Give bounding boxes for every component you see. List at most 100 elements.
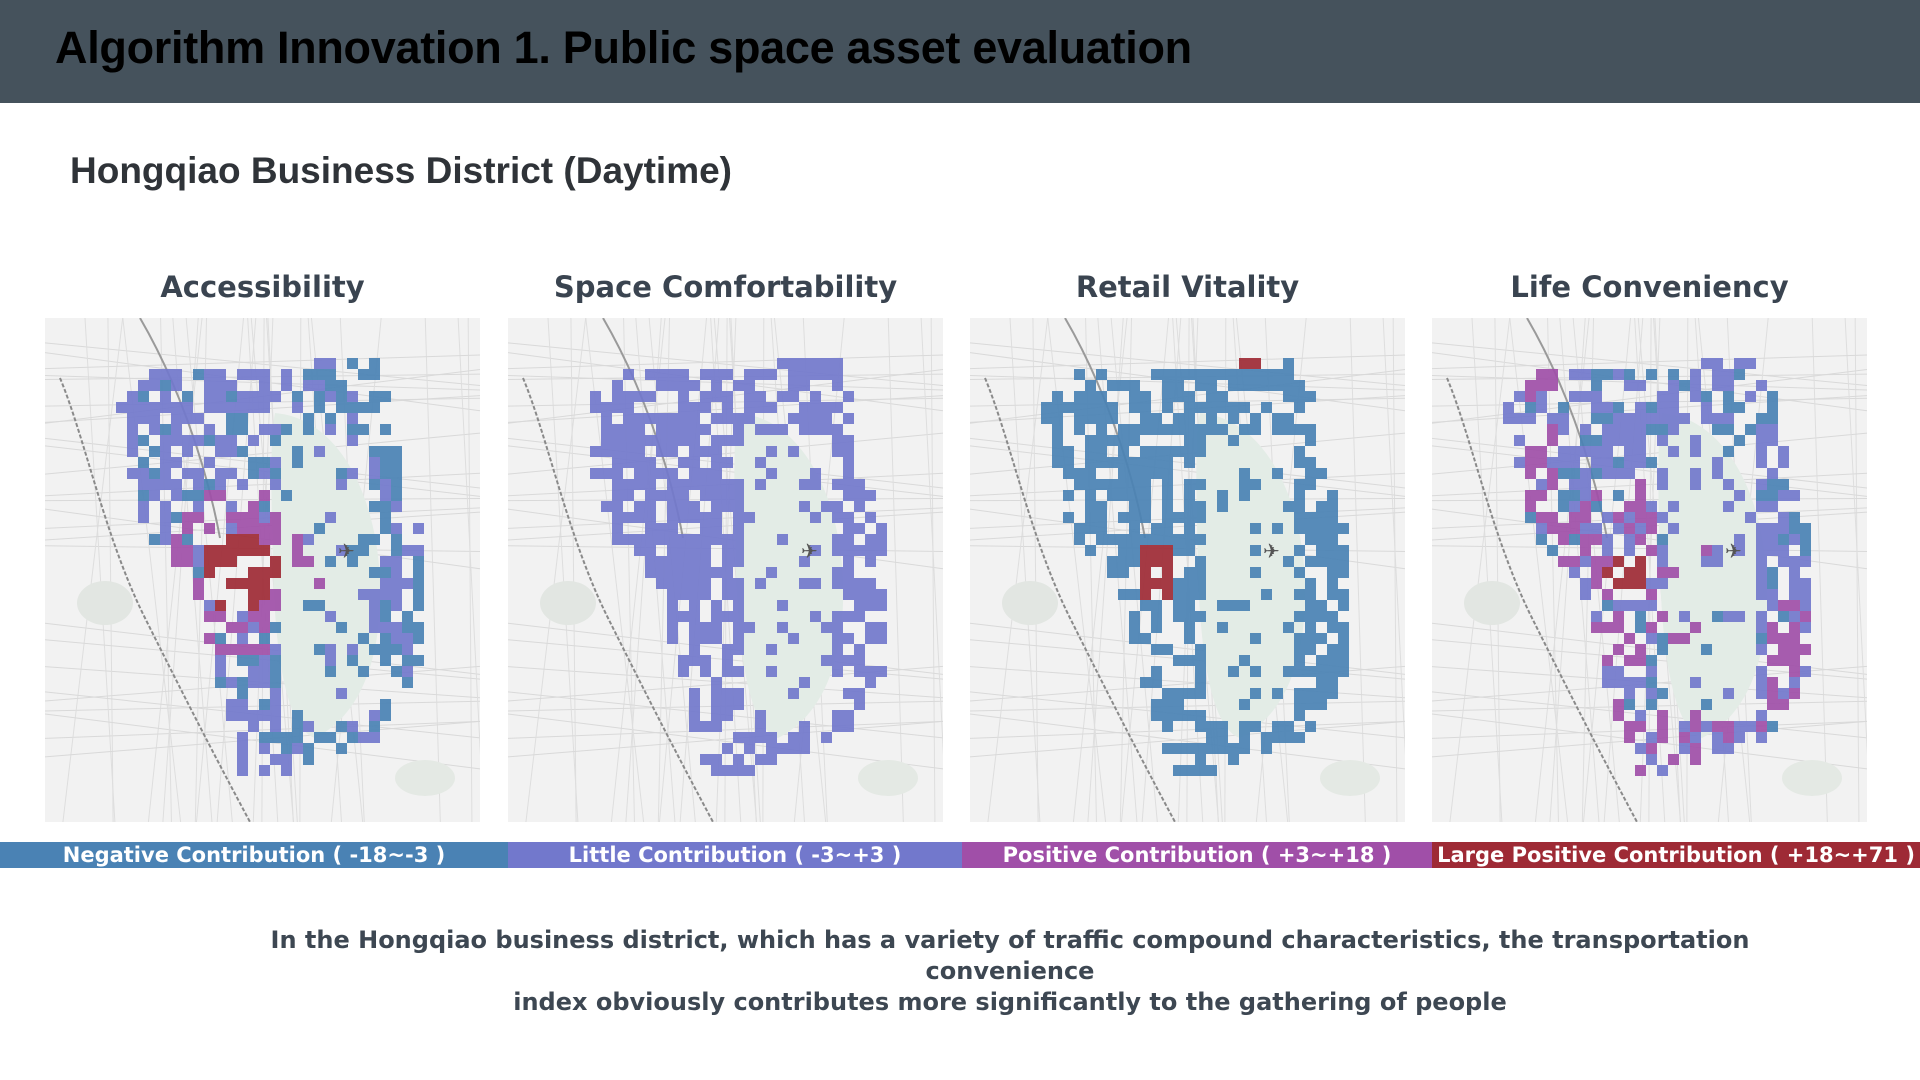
grid-cell <box>1184 435 1195 446</box>
grid-cell <box>336 743 347 754</box>
grid-cell <box>810 391 821 402</box>
grid-cell <box>1778 534 1789 545</box>
grid-cell <box>171 413 182 424</box>
grid-cell <box>270 655 281 666</box>
grid-cell <box>336 391 347 402</box>
grid-cell <box>1107 435 1118 446</box>
grid-cell <box>1085 413 1096 424</box>
grid-cell <box>160 424 171 435</box>
grid-cell <box>1657 765 1668 776</box>
grid-cell <box>777 358 788 369</box>
grid-cell <box>733 633 744 644</box>
grid-cell <box>369 534 380 545</box>
grid-cell <box>1151 369 1162 380</box>
grid-cell <box>1569 446 1580 457</box>
grid-cell <box>1789 600 1800 611</box>
grid-cell <box>700 479 711 490</box>
heat-grid <box>1041 358 1349 776</box>
grid-cell <box>854 699 865 710</box>
grid-cell <box>215 644 226 655</box>
grid-cell <box>160 446 171 457</box>
grid-cell <box>1151 710 1162 721</box>
grid-cell <box>1173 391 1184 402</box>
grid-cell <box>237 391 248 402</box>
grid-cell <box>1173 512 1184 523</box>
grid-cell <box>777 622 788 633</box>
grid-cell <box>1173 545 1184 556</box>
grid-cell <box>843 578 854 589</box>
grid-cell <box>248 589 259 600</box>
grid-cell <box>1657 534 1668 545</box>
grid-cell <box>1690 369 1701 380</box>
grid-cell <box>1690 479 1701 490</box>
grid-cell <box>1635 655 1646 666</box>
grid-cell <box>1250 380 1261 391</box>
grid-cell <box>1162 380 1173 391</box>
panel-title-retail-vitality: Retail Vitality <box>1075 270 1300 304</box>
grid-cell <box>270 622 281 633</box>
grid-cell <box>1162 446 1173 457</box>
grid-cell <box>689 545 700 556</box>
grid-cell <box>1305 556 1316 567</box>
grid-cell <box>413 622 424 633</box>
grid-cell <box>733 732 744 743</box>
grid-cell <box>413 655 424 666</box>
grid-cell <box>1745 358 1756 369</box>
grid-cell <box>1327 512 1338 523</box>
grid-cell <box>810 512 821 523</box>
grid-cell <box>1085 479 1096 490</box>
grid-cell <box>1294 567 1305 578</box>
grid-cell <box>1118 468 1129 479</box>
grid-cell <box>325 666 336 677</box>
grid-cell <box>138 435 149 446</box>
grid-cell <box>1074 413 1085 424</box>
grid-cell <box>1613 490 1624 501</box>
grid-cell <box>391 622 402 633</box>
grid-cell <box>689 688 700 699</box>
grid-cell <box>1151 644 1162 655</box>
grid-cell <box>799 501 810 512</box>
grid-cell <box>689 479 700 490</box>
grid-cell <box>248 600 259 611</box>
grid-cell <box>1195 446 1206 457</box>
grid-cell <box>1272 468 1283 479</box>
grid-cell <box>325 358 336 369</box>
grid-cell <box>237 545 248 556</box>
grid-cell <box>1767 578 1778 589</box>
airplane-icon: ✈ <box>338 539 355 563</box>
grid-cell <box>689 699 700 710</box>
map-svg: ✈ <box>1432 318 1867 822</box>
grid-cell <box>270 457 281 468</box>
grid-cell <box>1536 446 1547 457</box>
grid-cell <box>369 567 380 578</box>
grid-cell <box>248 644 259 655</box>
grid-cell <box>832 435 843 446</box>
grid-cell <box>1778 699 1789 710</box>
grid-cell <box>292 732 303 743</box>
grid-cell <box>722 457 733 468</box>
grid-cell <box>1646 402 1657 413</box>
grid-cell <box>1767 567 1778 578</box>
grid-cell <box>380 600 391 611</box>
grid-cell <box>1327 677 1338 688</box>
grid-cell <box>127 435 138 446</box>
page-title: Algorithm Innovation 1. Public space ass… <box>55 22 1192 73</box>
grid-cell <box>1316 633 1327 644</box>
grid-cell <box>678 545 689 556</box>
grid-cell <box>1679 413 1690 424</box>
grid-cell <box>854 479 865 490</box>
grid-cell <box>369 600 380 611</box>
grid-cell <box>1272 424 1283 435</box>
grid-cell <box>1162 468 1173 479</box>
grid-cell <box>1646 424 1657 435</box>
grid-cell <box>1173 589 1184 600</box>
grid-cell <box>590 391 601 402</box>
grid-cell <box>689 512 700 523</box>
grid-cell <box>160 523 171 534</box>
grid-cell <box>1327 534 1338 545</box>
grid-cell <box>1140 468 1151 479</box>
grid-cell <box>777 743 788 754</box>
grid-cell <box>1250 721 1261 732</box>
grid-cell <box>777 391 788 402</box>
grid-cell <box>413 600 424 611</box>
